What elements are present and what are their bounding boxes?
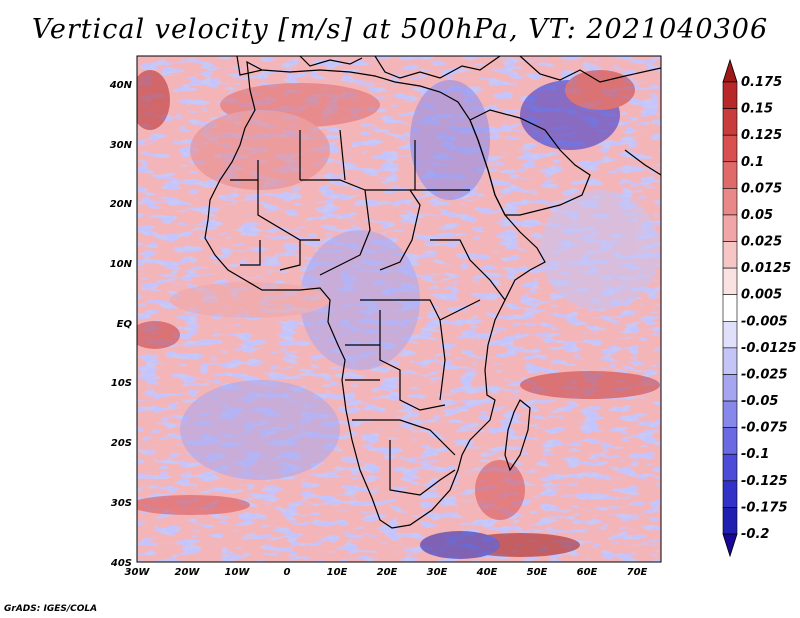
colorbar-segment	[722, 108, 738, 136]
map-frame	[136, 55, 662, 563]
lon-tick-label: 70E	[627, 567, 648, 578]
colorbar-label: 0.0125	[741, 261, 791, 276]
colorbar-label: -0.175	[741, 500, 788, 515]
colorbar-segment	[722, 374, 738, 402]
colorbar-label: -0.0125	[741, 341, 797, 356]
lat-tick-label: 40N	[109, 80, 133, 91]
colorbar-segment	[722, 134, 738, 163]
colorbar-segment	[722, 507, 738, 535]
coastlines	[204, 56, 661, 529]
lat-tick-label: 40S	[110, 558, 132, 569]
colorbar: 0.175 0.15 0.125 0.1 0.075 0.05 0.025 0.0125 0.0…	[722, 58, 797, 558]
colorbar-segment	[722, 453, 738, 482]
colorbar-label: -0.075	[741, 421, 788, 436]
colorbar-label: 0.175	[741, 75, 782, 90]
lon-tick-label: 30W	[125, 567, 151, 578]
lat-tick-label: 10N	[110, 259, 133, 270]
lon-tick-label: 30E	[427, 567, 448, 578]
colorbar-label: -0.05	[741, 394, 778, 409]
colorbar-segment	[722, 188, 738, 216]
colorbar-label: -0.1	[741, 447, 769, 462]
lat-tick-label: 10S	[111, 378, 132, 389]
colorbar-segment	[722, 161, 738, 189]
lat-tick-label: 30N	[110, 140, 133, 151]
lon-axis: 30W 20W 10W 0 10E 20E 30E 40E 50E 60E 70…	[125, 567, 648, 578]
lat-tick-label: 20S	[111, 438, 132, 449]
colorbar-segment	[722, 81, 738, 109]
lon-tick-label: 20W	[175, 567, 201, 578]
colorbar-segment	[722, 241, 738, 269]
credit-text: GrADS: IGES/COLA	[4, 604, 98, 614]
lon-tick-label: 20E	[377, 567, 398, 578]
colorbar-label: 0.125	[741, 128, 782, 143]
colorbar-label: 0.025	[741, 235, 782, 250]
lat-axis: 40N 30N 20N 10N EQ 10S 20S 30S 40S	[109, 80, 133, 569]
colorbar-label: -0.025	[741, 367, 788, 382]
colorbar-label: 0.1	[741, 155, 764, 170]
colorbar-bottom-arrow	[722, 533, 738, 558]
colorbar-segment	[722, 347, 738, 375]
map-panel	[137, 56, 661, 562]
lon-tick-label: 10W	[225, 567, 251, 578]
colorbar-label: 0.005	[741, 288, 782, 303]
colorbar-label: -0.125	[741, 474, 788, 489]
lat-tick-label: 30S	[111, 498, 132, 509]
lat-tick-label: EQ	[117, 319, 133, 330]
colorbar-segment	[722, 400, 738, 428]
lat-tick-label: 20N	[110, 199, 133, 210]
colorbar-label: -0.005	[741, 314, 788, 329]
colorbar-top-arrow	[722, 58, 738, 83]
colorbar-segment	[722, 294, 738, 322]
colorbar-label: 0.15	[741, 102, 773, 117]
lon-tick-label: 60E	[577, 567, 598, 578]
colorbar-segment	[722, 480, 738, 508]
colorbar-segment	[722, 320, 738, 349]
colorbar-label: 0.075	[741, 181, 782, 196]
colorbar-segment	[722, 267, 738, 296]
lon-tick-label: 40E	[476, 567, 498, 578]
map-title: Vertical velocity [m/s] at 500hPa, VT: 2…	[31, 14, 769, 45]
lon-tick-label: 10E	[327, 567, 348, 578]
colorbar-segment	[722, 427, 738, 455]
colorbar-label: -0.2	[741, 527, 769, 542]
colorbar-label: 0.05	[741, 208, 773, 223]
lon-tick-label: 50E	[527, 567, 548, 578]
lon-tick-label: 0	[284, 567, 291, 578]
colorbar-segment	[722, 214, 738, 242]
